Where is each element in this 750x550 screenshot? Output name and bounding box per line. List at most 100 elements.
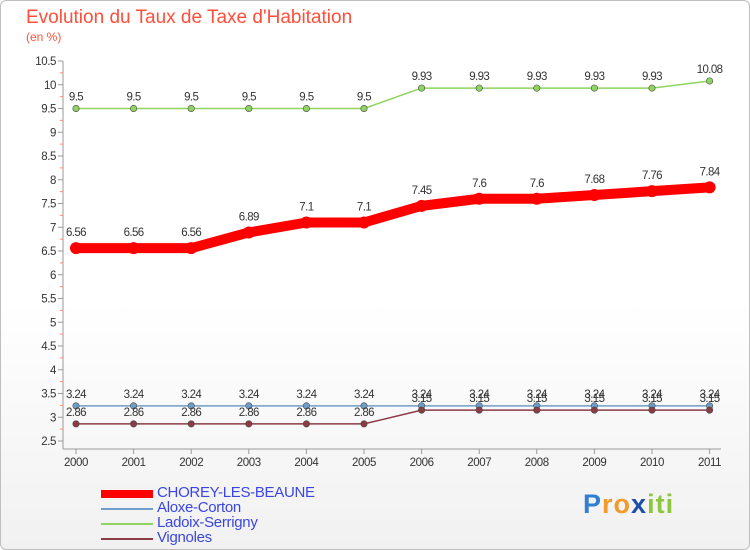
legend-label: Ladoix-Serrigny: [157, 514, 258, 531]
legend-item: Aloxe-Corton: [101, 499, 421, 516]
data-label: 3.24: [527, 389, 548, 401]
legend-label: Vignoles: [157, 529, 212, 546]
legend-swatch: [101, 508, 153, 510]
logo-letter: P: [583, 489, 603, 519]
data-label: 3.24: [296, 389, 317, 401]
y-tick-label: 3.5: [41, 389, 56, 401]
data-point: [245, 402, 253, 410]
logo-letter: t: [655, 489, 666, 519]
y-tick-label: 7.5: [41, 199, 56, 211]
x-tick-label: 2006: [410, 457, 434, 469]
legend-swatch: [101, 538, 153, 540]
data-point: [300, 216, 313, 229]
logo-letter: r: [602, 489, 614, 519]
legend-item: Vignoles: [101, 529, 421, 546]
data-label: 3.24: [124, 389, 145, 401]
data-point: [130, 402, 138, 410]
data-label: 2.86: [124, 407, 144, 419]
data-label: 3.15: [584, 393, 604, 405]
logo-letter: i: [665, 489, 675, 519]
data-label: 6.89: [239, 211, 259, 223]
legend-swatch: [101, 490, 153, 498]
data-label: 3.15: [700, 393, 720, 405]
data-point: [706, 77, 714, 85]
data-label: 3.15: [642, 393, 662, 405]
y-tick-label: 2.5: [41, 436, 56, 448]
data-point: [588, 188, 601, 201]
data-point: [302, 420, 310, 428]
y-tick-label: 5.5: [41, 294, 56, 306]
data-point: [590, 406, 598, 414]
y-tick-label: 8: [50, 175, 56, 187]
data-point: [187, 105, 195, 113]
chart-subtitle: (en %): [26, 30, 62, 44]
data-label: 3.24: [412, 389, 433, 401]
data-label: 7.76: [642, 170, 662, 182]
data-label: 9.93: [642, 71, 662, 83]
data-label: 7.1: [357, 202, 371, 214]
legend-item: Ladoix-Serrigny: [101, 514, 421, 531]
x-tick-label: 2008: [525, 457, 549, 469]
data-label: 2.86: [239, 407, 259, 419]
data-point: [245, 105, 253, 113]
data-point: [130, 420, 138, 428]
data-point: [242, 226, 255, 239]
data-point: [415, 199, 428, 212]
data-label: 3.15: [412, 393, 432, 405]
data-point: [358, 216, 370, 229]
data-label: 7.6: [530, 178, 544, 190]
data-label: 7.45: [412, 185, 432, 197]
y-tick-label: 6.5: [41, 246, 56, 258]
data-label: 9.93: [527, 71, 547, 83]
data-point: [302, 402, 310, 410]
data-label: 3.24: [66, 389, 87, 401]
data-point: [72, 402, 80, 410]
data-label: 9.5: [242, 92, 256, 104]
data-label: 3.24: [469, 389, 490, 401]
data-point: [127, 242, 140, 255]
data-label: 3.24: [700, 389, 721, 401]
data-point: [646, 185, 658, 198]
x-tick-label: 2005: [352, 457, 376, 469]
data-point: [475, 84, 483, 92]
data-label: 3.15: [469, 393, 489, 405]
y-tick-label: 9.5: [41, 104, 56, 116]
data-label: 7.84: [700, 166, 721, 178]
data-point: [418, 406, 426, 414]
y-tick-label: 9: [50, 127, 56, 139]
data-point: [360, 105, 368, 113]
y-tick-label: 4.5: [41, 341, 56, 353]
series-line-vignoles: [75, 409, 711, 425]
data-point: [130, 105, 138, 113]
x-tick-label: 2007: [467, 457, 491, 469]
data-label: 2.86: [354, 407, 374, 419]
data-label: 3.24: [642, 389, 663, 401]
data-point: [530, 192, 543, 205]
data-label: 9.5: [299, 92, 313, 104]
data-point: [473, 192, 486, 205]
y-tick-label: 6: [50, 270, 56, 282]
data-point: [185, 242, 198, 255]
data-label: 7.6: [472, 178, 486, 190]
x-tick-label: 2000: [64, 457, 88, 469]
data-label: 7.68: [584, 174, 604, 186]
legend-swatch: [101, 523, 153, 525]
data-label: 9.5: [127, 92, 141, 104]
data-label: 2.86: [66, 407, 86, 419]
y-tick-label: 3: [50, 412, 56, 424]
data-point: [72, 420, 80, 428]
x-tick-label: 2002: [179, 457, 203, 469]
x-tick-label: 2011: [698, 457, 721, 469]
data-point: [360, 420, 368, 428]
y-tick-label: 10.5: [35, 56, 56, 68]
data-label: 3.24: [354, 389, 375, 401]
data-label: 9.93: [584, 71, 604, 83]
x-tick-label: 2003: [237, 457, 261, 469]
x-tick-label: 2010: [640, 457, 664, 469]
legend-item: CHOREY-LES-BEAUNE: [101, 484, 421, 501]
logo-letter: o: [613, 489, 632, 519]
data-point: [703, 181, 716, 194]
data-label: 2.86: [181, 407, 201, 419]
